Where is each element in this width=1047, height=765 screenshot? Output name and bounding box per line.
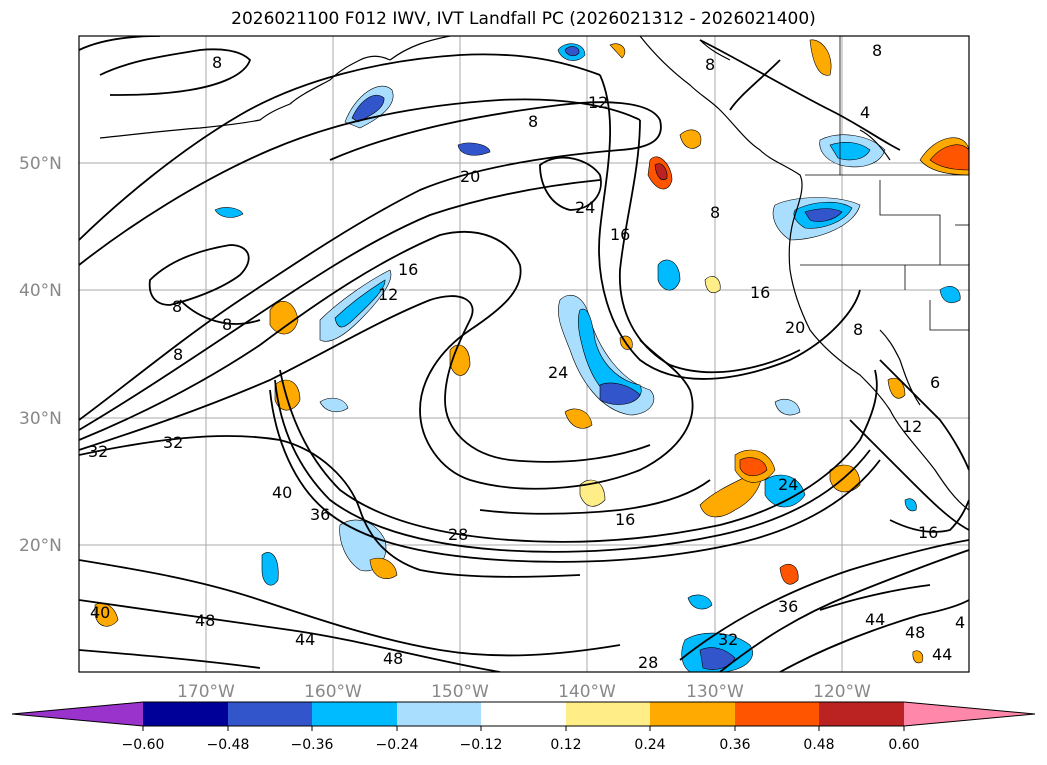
longitude-labels: 170°W 160°W 150°W 140°W 130°W 120°W: [177, 682, 871, 702]
lon-label: 170°W: [177, 682, 235, 702]
contour-label: 8: [705, 55, 715, 74]
colorbar-segment: [566, 702, 650, 726]
lon-label: 160°W: [304, 682, 362, 702]
contour-label: 8: [212, 53, 222, 72]
colorbar-segment: [397, 702, 481, 726]
colorbar-segment: [735, 702, 819, 726]
lon-label: 150°W: [431, 682, 489, 702]
lat-label: 40°N: [19, 281, 62, 301]
lon-label: 140°W: [558, 682, 616, 702]
contour-label: 20: [460, 167, 480, 186]
colorbar-tick-label: −0.60: [122, 737, 165, 753]
contour-label: 8: [172, 297, 182, 316]
colorbar-segment: [819, 702, 904, 726]
coastlines: [99, 36, 969, 511]
colorbar-segment: [312, 702, 397, 726]
lat-label: 50°N: [19, 154, 62, 174]
iwv-contours: [79, 36, 969, 672]
colorbar-tick-label: 0.60: [888, 737, 919, 753]
latitude-labels: 50°N 40°N 30°N 20°N: [19, 154, 62, 556]
contour-label: 40: [90, 603, 110, 622]
contour-label: 24: [575, 198, 595, 217]
colorbar-tick-label: −0.12: [460, 737, 503, 753]
colorbar-segment: [12, 702, 143, 726]
colorbar-segment: [143, 702, 228, 726]
lat-label: 20°N: [19, 536, 62, 556]
colorbar-segment: [650, 702, 735, 726]
colorbar-tick-label: 0.48: [803, 737, 834, 753]
colorbar-tick-label: 0.12: [550, 737, 581, 753]
contour-label: 20: [785, 318, 805, 337]
contour-label: 44: [865, 610, 885, 629]
contour-label: 16: [918, 523, 938, 542]
contour-label: 4: [955, 613, 965, 632]
colorbar-tick-label: −0.24: [376, 737, 419, 753]
contour-label: 8: [872, 41, 882, 60]
contour-label: 48: [195, 611, 215, 630]
contour-label: 28: [638, 653, 658, 672]
contour-label: 12: [588, 93, 608, 112]
lon-label: 120°W: [813, 682, 871, 702]
contour-label: 6: [930, 373, 940, 392]
colorbar-segment: [481, 702, 566, 726]
contour-label: 16: [610, 225, 630, 244]
contour-label: 4: [860, 103, 870, 122]
contour-label: 8: [173, 345, 183, 364]
contour-label: 16: [750, 283, 770, 302]
colorbar: −0.60 −0.48 −0.36 −0.24 −0.12 0.12 0.24 …: [11, 701, 1036, 753]
contour-label: 48: [905, 623, 925, 642]
contour-label: 24: [548, 363, 568, 382]
colorbar-tick-label: 0.24: [634, 737, 665, 753]
contour-label: 8: [528, 112, 538, 131]
contour-label: 40: [272, 483, 292, 502]
political-borders: [800, 36, 969, 331]
ivt-anomaly-fills: [94, 39, 969, 672]
contour-label: 8: [710, 203, 720, 222]
contour-label: 28: [448, 525, 468, 544]
contour-label: 32: [88, 442, 108, 461]
contour-label: 16: [398, 260, 418, 279]
contour-label: 16: [615, 510, 635, 529]
contour-label: 48: [383, 649, 403, 668]
colorbar-tick-label: 0.36: [719, 737, 750, 753]
colorbar-tick-label: −0.36: [291, 737, 334, 753]
colorbar-segment: [904, 702, 1035, 726]
contour-label: 36: [310, 505, 330, 524]
colorbar-tick-label: −0.48: [207, 737, 250, 753]
map-border: [78, 35, 970, 673]
contour-label: 32: [163, 433, 183, 452]
contour-label: 44: [295, 630, 315, 649]
colorbar-segment: [228, 702, 312, 726]
contour-label: 8: [853, 320, 863, 339]
contour-label: 8: [222, 315, 232, 334]
contour-labels: 8 12 8 20 24 16 12 16 8 8 24 16 20 32 32…: [88, 41, 965, 672]
map-title: 2026021100 F012 IWV, IVT Landfall PC (20…: [231, 9, 816, 29]
contour-label: 32: [718, 630, 738, 649]
contour-label: 44: [932, 645, 952, 664]
contour-label: 12: [378, 285, 398, 304]
lat-label: 30°N: [19, 409, 62, 429]
contour-label: 24: [778, 475, 798, 494]
lon-label: 130°W: [686, 682, 744, 702]
contour-label: 36: [778, 597, 798, 616]
contour-label: 12: [902, 417, 922, 436]
